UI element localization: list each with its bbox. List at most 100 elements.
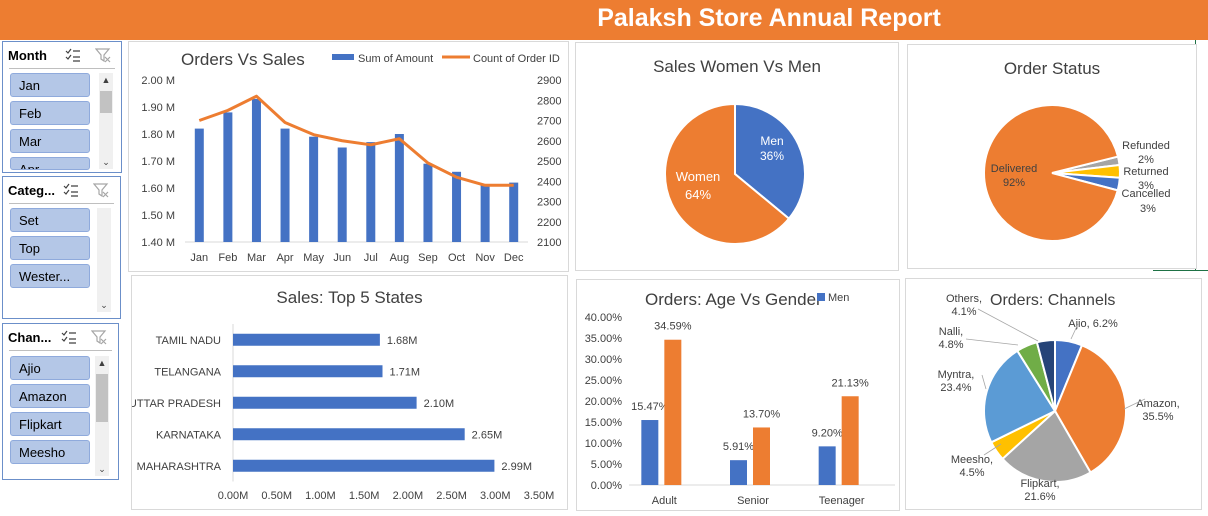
chart-title: Orders: Channels bbox=[990, 292, 1115, 309]
age-gender-svg: Orders: Age Vs Gender Men 0.00% 5.00% 10.0… bbox=[585, 290, 895, 507]
slicer-item-western[interactable]: Wester... bbox=[10, 264, 90, 288]
slicer-item-apr[interactable]: Apr bbox=[10, 157, 90, 170]
pie-slice-men bbox=[734, 102, 806, 221]
scroll-down-icon[interactable]: ⌄ bbox=[102, 157, 110, 167]
chart-title: Orders: Age Vs Gender bbox=[645, 290, 822, 309]
slicer-scrollbar[interactable]: ⌄ bbox=[97, 208, 111, 312]
channel-slicer[interactable]: Chan... Ajio Amazon Flipkart Meesho ▲ ⌄ bbox=[2, 323, 119, 480]
bar-value-label: 13.70% bbox=[743, 408, 781, 420]
order-status-chart[interactable]: Order Status Delivered 92% Refunded 2% Retur… bbox=[907, 44, 1197, 269]
amount-bar bbox=[309, 136, 319, 242]
y-tick-label: 2.00 M bbox=[141, 75, 175, 87]
x-tick-label: Oct bbox=[448, 252, 465, 264]
women-bar bbox=[664, 339, 682, 485]
scroll-down-icon[interactable]: ⌄ bbox=[100, 300, 108, 310]
women-bar bbox=[753, 427, 770, 485]
pie-slice-delivered bbox=[983, 104, 1120, 242]
legend-label-men: Men bbox=[828, 292, 849, 304]
legend-swatch-amount bbox=[332, 54, 354, 60]
month-slicer[interactable]: Month Jan Feb Mar Apr ▲ ⌄ bbox=[2, 41, 122, 173]
slicer-item-flipkart[interactable]: Flipkart bbox=[10, 412, 90, 436]
y2-tick-label: 2500 bbox=[537, 156, 561, 168]
x-tick-label: Senior bbox=[737, 495, 769, 507]
bar-value-label: 1.68M bbox=[387, 335, 418, 347]
multi-select-icon[interactable] bbox=[65, 48, 81, 62]
slicer-item-top[interactable]: Top bbox=[10, 236, 90, 260]
age-gender-chart[interactable]: Orders: Age Vs Gender Men 0.00% 5.00% 10.0… bbox=[576, 279, 900, 511]
x-tick-label: Jul bbox=[364, 252, 378, 264]
slicer-scrollbar[interactable]: ▲ ⌄ bbox=[95, 356, 109, 476]
slice-label-nalli: 4.8% bbox=[938, 339, 963, 351]
amount-bar bbox=[394, 134, 404, 242]
chart-title: Sales Women Vs Men bbox=[653, 57, 821, 76]
category-slicer-title: Categ... bbox=[8, 183, 55, 198]
order-status-pie: Delivered92%Refunded2%Returned3%Cancelle… bbox=[983, 104, 1171, 242]
y-tick-label: 30.00% bbox=[585, 354, 623, 366]
leader-line-others bbox=[977, 308, 1039, 342]
x-tick-label: Dec bbox=[504, 252, 524, 264]
slicer-scrollbar[interactable]: ▲ ⌄ bbox=[99, 73, 113, 169]
x-tick-label: Feb bbox=[218, 252, 237, 264]
x-tick-label: 1.00M bbox=[305, 490, 336, 502]
pie-slice-women bbox=[664, 102, 791, 245]
women-bar bbox=[841, 396, 859, 485]
slice-label-women: Women bbox=[676, 169, 721, 184]
clear-filter-icon[interactable] bbox=[93, 182, 109, 198]
slice-label-myntra: Myntra, bbox=[938, 369, 975, 381]
multi-select-icon[interactable] bbox=[63, 183, 79, 197]
bar-value-label: 5.91% bbox=[723, 441, 754, 453]
amount-bar bbox=[223, 112, 233, 243]
y2-tick-label: 2200 bbox=[537, 217, 561, 229]
slice-label-cancelled: Cancelled bbox=[1122, 188, 1171, 200]
report-banner: Palaksh Store Annual Report bbox=[0, 0, 1208, 40]
x-tick-label: 1.50M bbox=[349, 490, 380, 502]
slice-pct-returned: 3% bbox=[1138, 180, 1154, 192]
x-tick-label: Jan bbox=[190, 252, 208, 264]
sales-gender-chart[interactable]: Sales Women Vs Men Men 36% Women 64% bbox=[575, 42, 899, 271]
slicer-item-ajio[interactable]: Ajio bbox=[10, 356, 90, 380]
state-label: TELANGANA bbox=[154, 366, 221, 378]
clear-filter-icon[interactable] bbox=[95, 47, 111, 63]
scrollbar-thumb[interactable] bbox=[100, 91, 112, 113]
leader-line-flipkart bbox=[1043, 476, 1047, 480]
slice-label-refunded: Refunded bbox=[1122, 140, 1170, 152]
amount-bar bbox=[509, 182, 519, 242]
multi-select-icon[interactable] bbox=[61, 330, 77, 344]
state-bar bbox=[233, 428, 465, 441]
legend-label-count: Count of Order ID bbox=[473, 53, 560, 65]
x-tick-label: Jun bbox=[333, 252, 351, 264]
slice-pct-men: 36% bbox=[760, 149, 784, 163]
y2-tick-label: 2100 bbox=[537, 237, 561, 249]
sheet-gridline bbox=[1153, 270, 1208, 271]
pie-slice-flipkart bbox=[1001, 409, 1092, 483]
pie-slice-others bbox=[1035, 338, 1056, 412]
men-bar bbox=[818, 446, 836, 485]
scroll-up-icon[interactable]: ▲ bbox=[101, 75, 111, 85]
scroll-up-icon[interactable]: ▲ bbox=[97, 358, 107, 368]
amount-bar bbox=[337, 147, 347, 242]
slicer-item-jan[interactable]: Jan bbox=[10, 73, 90, 97]
chart-title: Sales: Top 5 States bbox=[276, 288, 423, 307]
slicer-item-meesho[interactable]: Meesho bbox=[10, 440, 90, 464]
leader-line-ajio bbox=[1070, 323, 1079, 340]
category-slicer[interactable]: Categ... Set Top Wester... ⌄ bbox=[2, 176, 121, 319]
slicer-item-feb[interactable]: Feb bbox=[10, 101, 90, 125]
scrollbar-thumb[interactable] bbox=[96, 374, 108, 422]
report-title: Palaksh Store Annual Report bbox=[597, 4, 941, 32]
slicer-item-amazon[interactable]: Amazon bbox=[10, 384, 90, 408]
scroll-down-icon[interactable]: ⌄ bbox=[98, 464, 106, 474]
y2-tick-label: 2700 bbox=[537, 116, 561, 128]
y2-tick-label: 2800 bbox=[537, 95, 561, 107]
state-bar bbox=[233, 396, 417, 409]
men-bar bbox=[641, 420, 659, 485]
x-tick-label: 2.50M bbox=[436, 490, 467, 502]
channels-chart[interactable]: Orders: Channels Ajio, 6.2% Amazon, 35.5% F… bbox=[905, 278, 1202, 510]
clear-filter-icon[interactable] bbox=[91, 329, 107, 345]
top-states-chart[interactable]: Sales: Top 5 States TAMIL NADU 1.68M TELAN… bbox=[131, 275, 568, 510]
slicer-item-set[interactable]: Set bbox=[10, 208, 90, 232]
slicer-item-mar[interactable]: Mar bbox=[10, 129, 90, 153]
amount-bar bbox=[280, 128, 290, 242]
orders-vs-sales-chart[interactable]: Orders Vs Sales Sum of Amount Count of O… bbox=[128, 41, 569, 272]
bar-value-label: 2.10M bbox=[424, 398, 455, 410]
state-bar bbox=[233, 365, 383, 378]
